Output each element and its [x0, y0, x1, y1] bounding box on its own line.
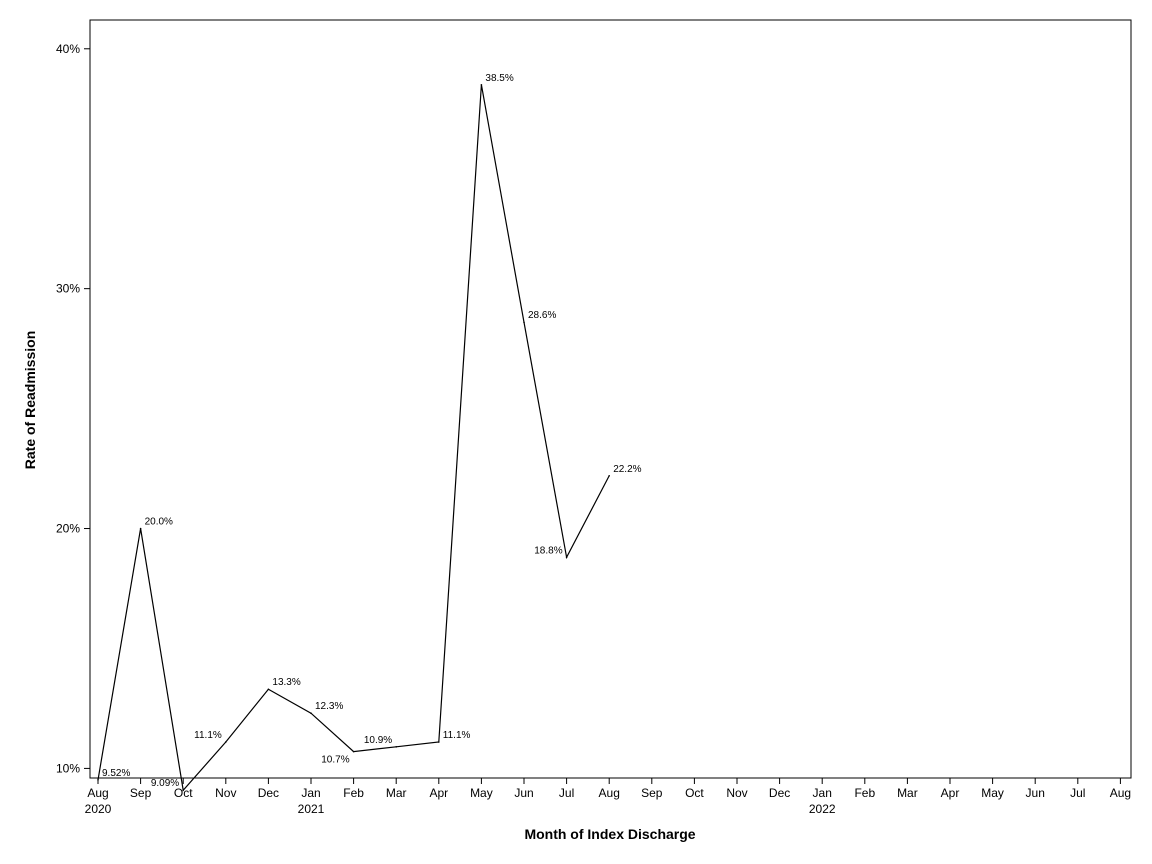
x-tick-label: Apr	[941, 786, 960, 800]
x-tick-year-label: 2022	[809, 802, 836, 816]
x-tick-label: Dec	[258, 786, 279, 800]
x-tick-label: Feb	[343, 786, 364, 800]
data-label: 9.52%	[102, 768, 130, 779]
x-tick-label: Aug	[1110, 786, 1131, 800]
x-tick-label: Mar	[386, 786, 407, 800]
x-tick-year-label: 2020	[85, 802, 112, 816]
x-tick-label: Nov	[726, 786, 747, 800]
x-tick-label: Jul	[1070, 786, 1085, 800]
x-tick-label: May	[470, 786, 493, 800]
data-point	[97, 779, 99, 781]
data-point	[523, 321, 525, 324]
data-point	[310, 712, 312, 715]
x-axis-title: Month of Index Discharge	[524, 826, 695, 842]
data-point	[608, 474, 610, 477]
data-label: 9.09%	[151, 778, 179, 789]
x-tick-label: Jan	[301, 786, 320, 800]
data-label: 10.7%	[321, 755, 349, 766]
y-tick-label: 20%	[56, 522, 80, 536]
data-point	[438, 741, 440, 743]
x-tick-label: Jan	[813, 786, 832, 800]
y-tick-label: 10%	[56, 761, 80, 775]
x-tick-label: Jun	[1026, 786, 1045, 800]
series-layer	[97, 83, 610, 792]
data-point	[480, 83, 483, 86]
data-point	[225, 741, 227, 743]
x-tick-label: Aug	[87, 786, 108, 800]
data-label: 28.6%	[528, 310, 556, 321]
x-tick-label: May	[981, 786, 1004, 800]
x-tick-label: Jul	[559, 786, 574, 800]
data-label: 18.8%	[534, 545, 562, 556]
x-tick-label: Mar	[897, 786, 918, 800]
data-point	[267, 688, 270, 691]
x-tick-label: Sep	[130, 786, 152, 800]
data-label: 10.9%	[364, 735, 392, 746]
data-label: 12.3%	[315, 701, 343, 712]
x-tick-label: Oct	[685, 786, 704, 800]
data-label: 38.5%	[485, 73, 513, 84]
plot-frame	[89, 19, 1132, 779]
x-tick-label: Nov	[215, 786, 236, 800]
y-tick-label: 30%	[56, 282, 80, 296]
data-label: 13.3%	[272, 677, 300, 688]
data-point	[352, 750, 355, 753]
data-point	[139, 527, 142, 530]
x-tick-label: Feb	[854, 786, 875, 800]
data-label: 20.0%	[145, 517, 173, 528]
data-point	[565, 556, 568, 559]
y-tick-label: 40%	[56, 42, 80, 56]
data-label-layer: 9.52% 20.0% 9.09% 11.1% 13.3% 12.3% 10.7% 10.9%…	[102, 73, 642, 789]
x-tick-label: Dec	[769, 786, 790, 800]
x-tick-year-label: 2021	[298, 802, 325, 816]
data-label: 22.2%	[613, 464, 641, 475]
data-label: 11.1%	[194, 730, 222, 741]
data-label: 11.1%	[443, 730, 471, 741]
x-axis: Aug 2020 Sep Oct Nov Dec Jan 2021 Feb Mar Apr May Ju…	[85, 778, 1131, 816]
data-point	[182, 789, 184, 792]
x-tick-label: Sep	[641, 786, 663, 800]
x-tick-label: Oct	[174, 786, 193, 800]
y-axis-title: Rate of Readmission	[22, 331, 38, 469]
y-axis: 10% 20% 30% 40%	[56, 42, 90, 775]
data-point	[395, 746, 398, 748]
x-tick-label: Apr	[429, 786, 448, 800]
x-tick-label: Aug	[599, 786, 620, 800]
x-tick-label: Jun	[514, 786, 533, 800]
